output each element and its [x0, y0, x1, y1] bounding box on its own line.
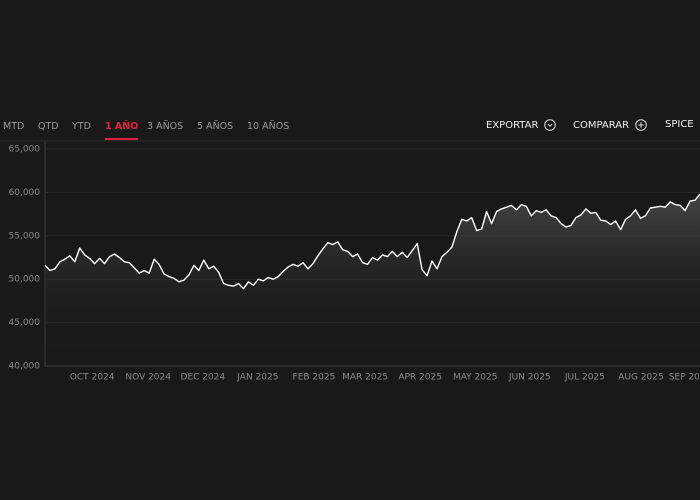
x-tick-label: MAY 2025	[453, 373, 498, 383]
y-tick-label: 50,000	[9, 275, 41, 285]
x-tick-label: MAR 2025	[342, 373, 388, 383]
y-tick-label: 55,000	[9, 231, 41, 241]
x-tick-label: AUG 2025	[618, 373, 663, 383]
y-tick-label: 40,000	[9, 362, 41, 372]
x-tick-label: JUN 2025	[508, 373, 551, 383]
x-tick-label: APR 2025	[398, 373, 442, 383]
x-tick-label: DEC 2024	[180, 373, 225, 383]
y-tick-label: 45,000	[9, 318, 41, 328]
x-tick-label: SEP 2025	[669, 373, 700, 383]
x-tick-label: FEB 2025	[293, 373, 336, 383]
y-tick-label: 60,000	[9, 188, 41, 198]
y-tick-label: 65,000	[9, 145, 41, 155]
x-tick-label: JAN 2025	[236, 373, 278, 383]
x-tick-label: JUL 2025	[564, 373, 605, 383]
x-tick-label: NOV 2024	[125, 373, 171, 383]
x-tick-label: OCT 2024	[70, 373, 115, 383]
